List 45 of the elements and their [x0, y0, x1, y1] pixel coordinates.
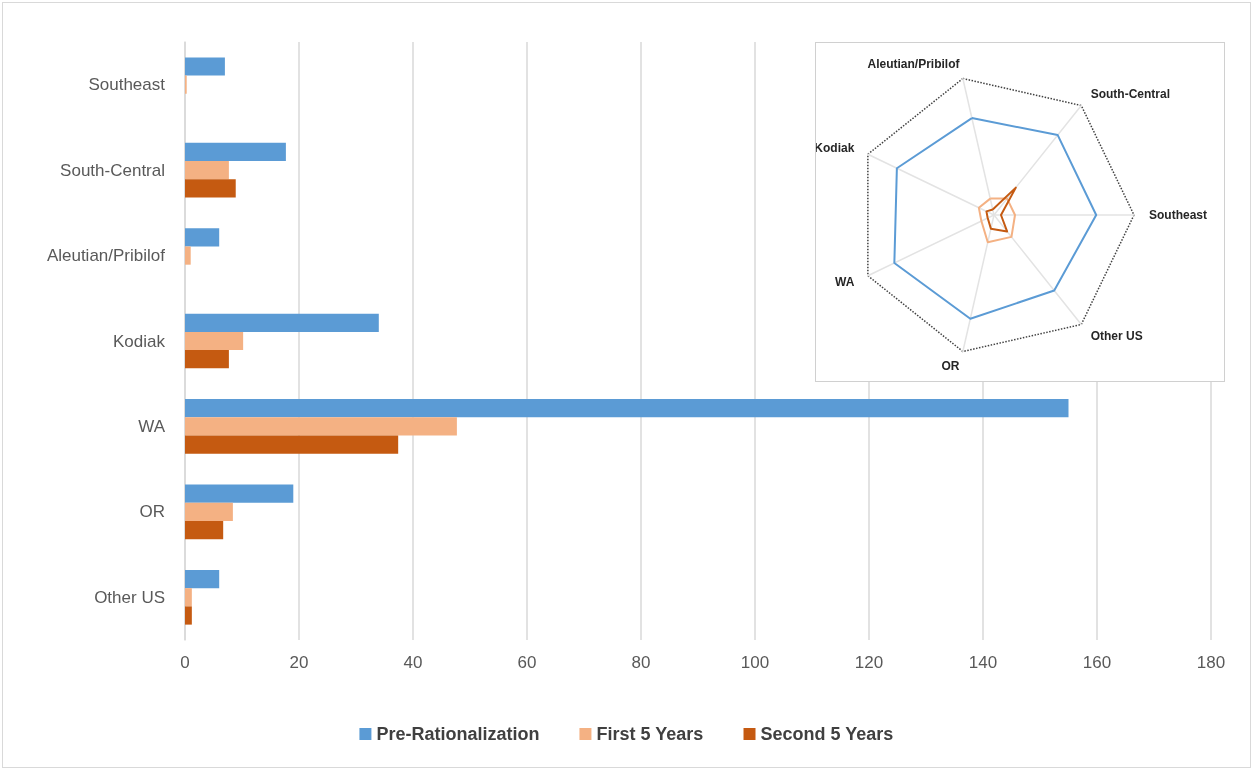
bar: [185, 435, 399, 454]
y-tick-label: WA: [138, 416, 166, 436]
legend-label: Second 5 Years: [760, 724, 894, 744]
spoke-label: Aleutian/Pribilof: [867, 56, 961, 71]
x-tick-label: 0: [180, 653, 190, 672]
bar: [185, 588, 192, 607]
y-tick-label: Southeast: [88, 75, 166, 95]
legend-label: First 5 Years: [596, 724, 704, 744]
bar: [185, 569, 220, 589]
x-tick-label: 140: [968, 653, 998, 672]
bar: [185, 606, 192, 625]
bar: [185, 313, 379, 332]
bar: [185, 520, 224, 540]
y-tick-label: South-Central: [60, 160, 165, 180]
legend-label: Pre-Rationalization: [376, 724, 540, 744]
bar: [185, 331, 244, 351]
y-tick-label: Kodiak: [113, 331, 166, 351]
y-tick-label: Aleutian/Pribilof: [46, 246, 166, 266]
bar: [185, 502, 233, 521]
bar: [185, 161, 229, 180]
y-tick-label: OR: [139, 502, 165, 522]
bar: [185, 417, 457, 436]
bar: [185, 228, 220, 247]
spoke-label: WA: [835, 275, 855, 290]
y-tick-label: Other US: [94, 587, 165, 607]
spoke-label: OR: [941, 359, 960, 374]
bar: [185, 399, 1069, 418]
x-tick-label: 20: [289, 653, 309, 672]
x-tick-label: 80: [631, 653, 651, 672]
spoke-label: Kodiak: [814, 140, 855, 155]
x-tick-label: 40: [403, 653, 423, 672]
bar: [185, 57, 225, 76]
x-tick-label: 60: [517, 653, 537, 672]
bar: [185, 350, 229, 369]
bar: [185, 484, 294, 503]
bar: [185, 142, 286, 162]
x-tick-label: 120: [854, 653, 884, 672]
x-tick-label: 100: [740, 653, 770, 672]
spoke-label: Southeast: [1149, 208, 1208, 222]
bar: [185, 246, 191, 265]
bar: [185, 179, 236, 198]
x-tick-label: 180: [1196, 653, 1226, 672]
spoke-label: South-Central: [1090, 86, 1170, 101]
x-tick-label: 160: [1082, 653, 1112, 672]
spoke-label: Other US: [1090, 329, 1143, 344]
